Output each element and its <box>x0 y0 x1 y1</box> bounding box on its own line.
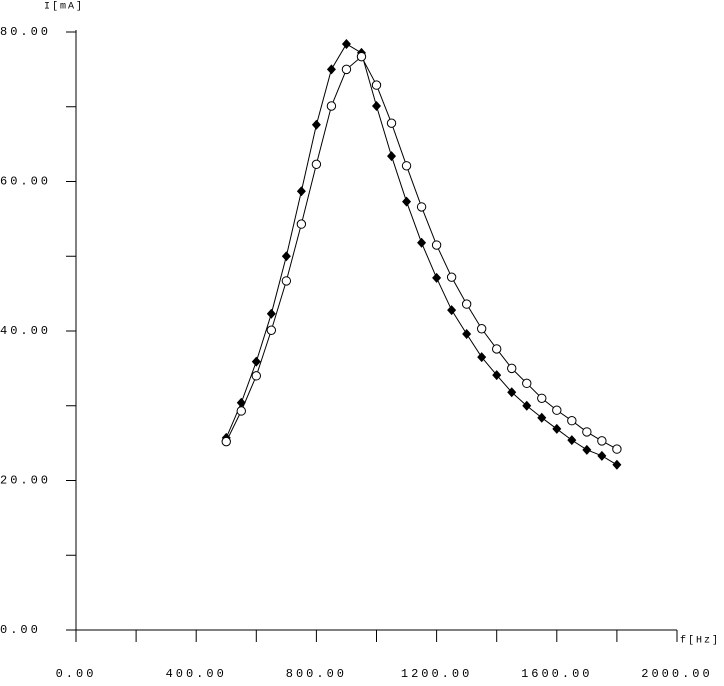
diamond-marker <box>522 400 532 411</box>
diamond-marker <box>567 435 577 446</box>
diamond-marker <box>612 459 622 470</box>
y-tick-label: 40.00 <box>0 324 51 338</box>
diamond-marker <box>447 305 457 316</box>
y-tick-label: 80.00 <box>0 25 51 39</box>
circle-marker <box>431 240 442 250</box>
diamond-marker <box>341 38 351 49</box>
circle-marker <box>221 436 231 447</box>
diamond-marker <box>296 186 306 197</box>
x-tick-label: 0.00 <box>56 667 97 681</box>
x-axis-label: f[Hz] <box>680 635 720 647</box>
diamond-marker <box>552 423 562 434</box>
circle-marker <box>416 202 427 212</box>
circle-marker <box>522 378 532 389</box>
circle-marker <box>251 371 261 381</box>
diamond-marker <box>372 101 381 112</box>
y-tick-label: 0.00 <box>0 623 41 637</box>
circle-marker <box>552 405 562 415</box>
circle-marker <box>281 276 292 286</box>
diamond-marker <box>492 370 502 381</box>
diamond-marker <box>507 387 517 398</box>
circle-marker <box>326 101 337 111</box>
y-tick-label: 60.00 <box>0 175 51 189</box>
series-line <box>225 55 618 450</box>
diamond-marker <box>582 444 592 455</box>
y-axis-label: I[mA] <box>44 1 84 13</box>
circle-marker <box>446 272 457 282</box>
circle-marker <box>311 159 322 170</box>
diamond-marker <box>281 251 291 262</box>
circle-marker <box>537 393 547 403</box>
diamond-marker <box>417 237 427 248</box>
circle-marker <box>296 219 307 229</box>
diamond-marker <box>326 64 336 75</box>
circle-marker <box>266 325 277 335</box>
circle-marker <box>401 161 412 171</box>
diamond-marker <box>311 119 321 130</box>
circle-marker <box>567 416 577 426</box>
circle-marker <box>612 444 622 454</box>
y-tick-label: 20.00 <box>0 474 51 488</box>
diamond-marker <box>387 151 397 162</box>
circle-marker <box>507 363 517 374</box>
circle-marker <box>386 118 397 128</box>
x-tick-label: 2000.00 <box>641 667 712 681</box>
circle-marker <box>371 80 382 90</box>
circle-marker <box>461 299 472 309</box>
circle-marker <box>356 51 367 62</box>
x-tick-label: 1200.00 <box>401 667 472 681</box>
circle-marker <box>236 406 246 416</box>
diamond-marker <box>537 412 547 423</box>
circle-marker <box>582 427 592 437</box>
circle-marker <box>341 64 352 75</box>
circle-marker <box>597 436 607 446</box>
diamond-marker <box>477 352 487 363</box>
diamond-marker <box>597 450 607 461</box>
x-tick-label: 400.00 <box>166 667 227 681</box>
diamond-marker <box>251 356 261 367</box>
diamond-marker <box>402 196 412 207</box>
circle-marker <box>476 324 487 334</box>
diamond-marker <box>266 308 276 319</box>
circle-marker <box>492 344 502 354</box>
x-tick-label: 1600.00 <box>521 667 592 681</box>
diamond-marker <box>432 272 442 283</box>
diamond-marker <box>462 328 472 339</box>
x-tick-label: 800.00 <box>286 667 347 681</box>
